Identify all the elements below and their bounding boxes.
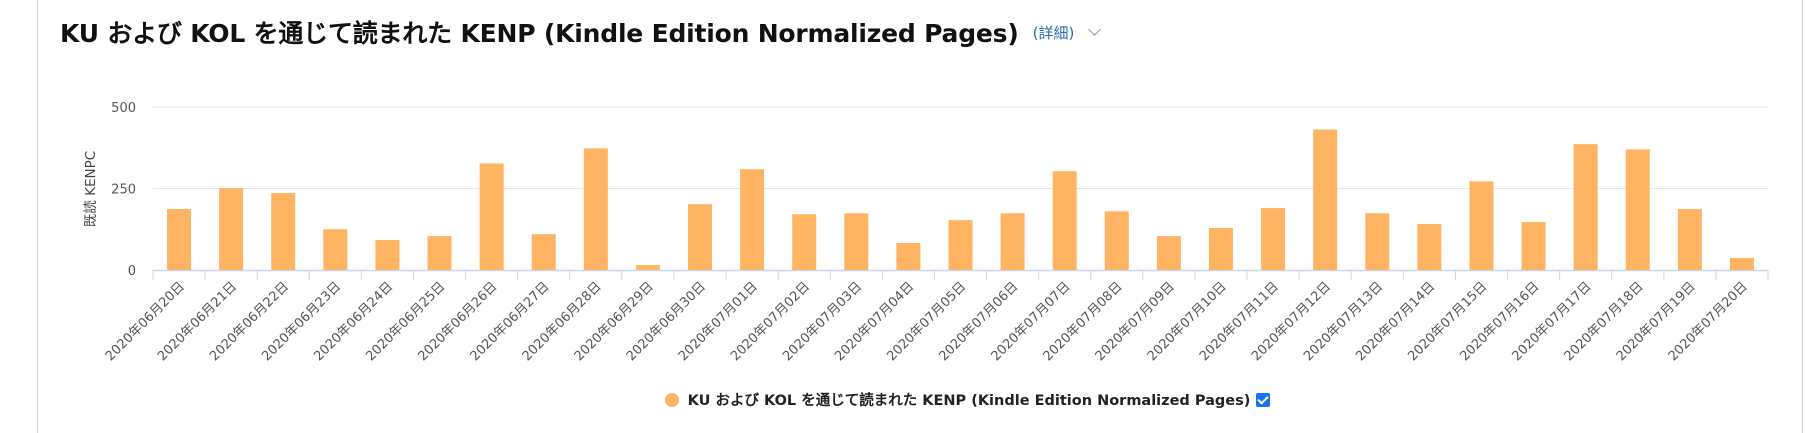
bar[interactable] xyxy=(479,163,504,270)
bar[interactable] xyxy=(792,214,817,270)
bar[interactable] xyxy=(1365,213,1390,270)
bar[interactable] xyxy=(1052,171,1077,270)
bar[interactable] xyxy=(740,169,765,270)
bar[interactable] xyxy=(844,213,869,270)
bar[interactable] xyxy=(1729,257,1754,270)
legend[interactable]: KU および KOL を通じて読まれた KENP (Kindle Edition… xyxy=(0,389,1805,410)
bar[interactable] xyxy=(1000,213,1025,270)
bar[interactable] xyxy=(1573,144,1598,270)
bar[interactable] xyxy=(688,204,713,270)
bar[interactable] xyxy=(948,220,973,270)
bar[interactable] xyxy=(1104,211,1129,270)
bar[interactable] xyxy=(635,265,660,270)
header: KU および KOL を通じて読まれた KENP (Kindle Edition… xyxy=(60,12,1102,52)
bar[interactable] xyxy=(1677,209,1702,270)
bar[interactable] xyxy=(427,236,452,270)
chart-card xyxy=(37,0,1803,433)
legend-label: KU および KOL を通じて読まれた KENP (Kindle Edition… xyxy=(687,393,1251,409)
bar[interactable] xyxy=(531,234,556,270)
y-axis-title: 既読 KENPC xyxy=(83,151,99,227)
bar[interactable] xyxy=(1208,227,1233,270)
details-link[interactable]: (詳細) xyxy=(1032,23,1075,42)
bar[interactable] xyxy=(375,240,400,270)
bar[interactable] xyxy=(219,188,244,270)
legend-checkbox[interactable] xyxy=(1256,392,1271,407)
bar[interactable] xyxy=(896,242,921,270)
legend-marker-icon xyxy=(664,392,679,407)
bar[interactable] xyxy=(1417,224,1442,270)
bar[interactable] xyxy=(1261,208,1286,270)
y-tick-label: 0 xyxy=(128,264,136,279)
y-tick-label: 500 xyxy=(111,101,136,116)
bar[interactable] xyxy=(271,193,296,270)
page-title: KU および KOL を通じて読まれた KENP (Kindle Edition… xyxy=(60,19,1019,48)
bar[interactable] xyxy=(1469,181,1494,270)
bar[interactable] xyxy=(323,229,348,270)
bar[interactable] xyxy=(583,148,608,270)
bar[interactable] xyxy=(167,209,192,270)
bar[interactable] xyxy=(1156,236,1181,270)
bar[interactable] xyxy=(1625,149,1650,270)
y-tick-label: 250 xyxy=(111,183,136,198)
bar[interactable] xyxy=(1521,222,1546,270)
bar[interactable] xyxy=(1313,129,1338,270)
